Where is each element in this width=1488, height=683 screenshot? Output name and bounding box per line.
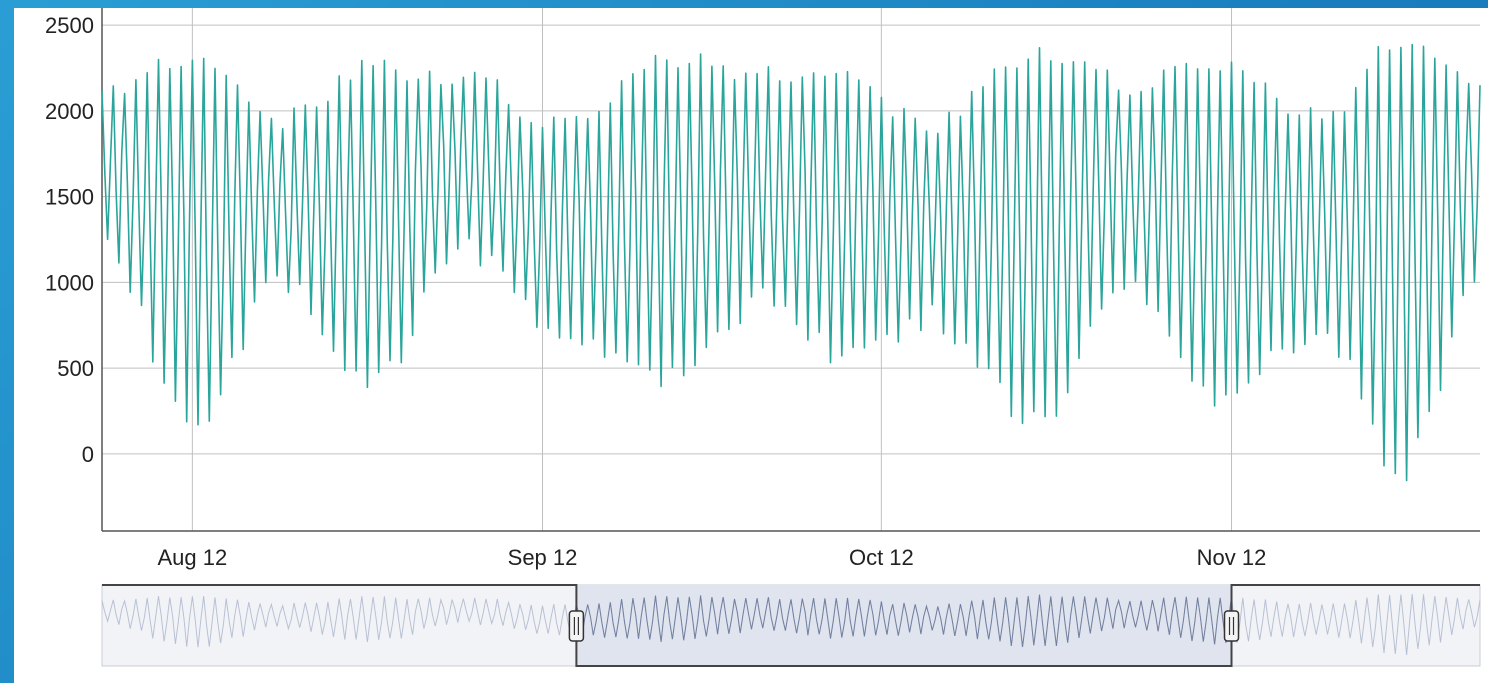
x-tick-label: Nov 12 bbox=[1197, 545, 1267, 570]
navigator-left-handle-body[interactable] bbox=[568, 610, 585, 642]
navigator-left-handle[interactable] bbox=[568, 610, 585, 642]
y-tick-labels: 2500 2000 1500 1000 500 0 bbox=[45, 13, 94, 467]
chart-frame: 2500 2000 1500 1000 500 0 Aug 12 Sep 12 Oct 12 N… bbox=[14, 8, 1488, 683]
navigator-outline bbox=[102, 584, 1480, 667]
y-tick-label: 1500 bbox=[45, 185, 94, 210]
y-tick-label: 1000 bbox=[45, 270, 94, 295]
chart-canvas: 2500 2000 1500 1000 500 0 Aug 12 Sep 12 Oct 12 N… bbox=[45, 8, 1481, 667]
x-tick-label: Sep 12 bbox=[508, 545, 578, 570]
navigator[interactable] bbox=[101, 584, 1481, 667]
y-tick-label: 0 bbox=[82, 442, 94, 467]
series-layer bbox=[101, 43, 1481, 482]
y-tick-label: 2000 bbox=[45, 99, 94, 124]
navigator-right-handle-body[interactable] bbox=[1223, 610, 1240, 642]
navigator-right-handle[interactable] bbox=[1223, 610, 1240, 642]
y-tick-label: 2500 bbox=[45, 13, 94, 38]
x-tick-labels: Aug 12 Sep 12 Oct 12 Nov 12 bbox=[157, 545, 1266, 570]
navigator-series-selected bbox=[576, 594, 1232, 648]
x-tick-label: Aug 12 bbox=[157, 545, 227, 570]
y-tick-label: 500 bbox=[57, 356, 94, 381]
x-tick-label: Oct 12 bbox=[849, 545, 914, 570]
series-line bbox=[101, 43, 1481, 482]
